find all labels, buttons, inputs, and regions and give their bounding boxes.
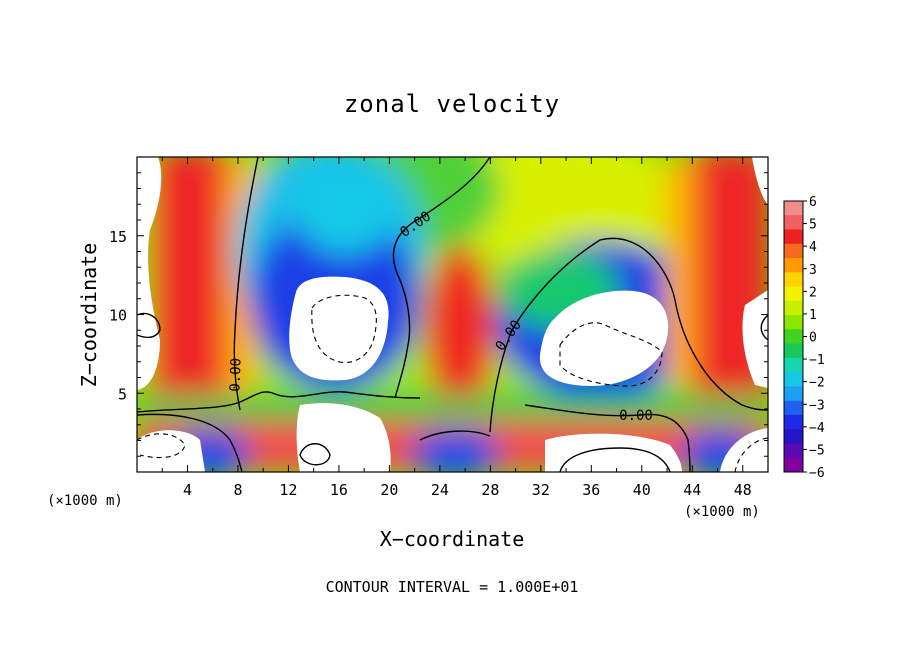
y-tick-label: 10: [109, 307, 127, 325]
colorbar-swatch: [784, 201, 803, 216]
colorbar-tick-label: 0: [809, 331, 817, 346]
colorbar-tick-label: 4: [809, 240, 817, 255]
contour-left-small: [137, 312, 161, 339]
contour-label-left: 0.00: [227, 358, 244, 392]
x-tick-label: 12: [279, 481, 297, 499]
contour-interval-text: CONTOUR INTERVAL = 1.000E+01: [326, 578, 579, 596]
y-tick-label: 15: [109, 228, 127, 246]
dashed-contour-left-core: [311, 294, 377, 364]
colorbar-swatch: [784, 386, 803, 402]
colorbar-swatch: [784, 414, 803, 430]
saturated-regions: [137, 157, 768, 472]
y-axis: 5 10 15: [109, 172, 768, 457]
colorbar-swatch: [784, 372, 803, 387]
colorbar-tick-label: −6: [809, 466, 825, 481]
x-tick-label: 24: [431, 481, 449, 499]
x-tick-label: 20: [380, 481, 398, 499]
colorbar-swatch: [784, 329, 803, 345]
x-tick-label: 36: [582, 481, 600, 499]
zero-contour-right-lower: [524, 404, 691, 472]
x-tick-label: 16: [330, 481, 348, 499]
x-tick-label: 44: [683, 481, 701, 499]
x-axis-label: X−coordinate: [380, 527, 525, 551]
colorbar-swatch: [784, 272, 803, 288]
colorbar-swatch: [784, 315, 803, 330]
colorbar-swatch: [784, 229, 803, 245]
colorbar-swatch: [784, 215, 803, 231]
zero-contour-bottom-center: [419, 430, 491, 441]
contour-bottom-ring: [559, 447, 671, 472]
colorbar-swatch: [784, 258, 803, 273]
x-tick-label: 40: [633, 481, 651, 499]
colorbar-swatch: [784, 243, 803, 259]
colorbar-swatch: [784, 443, 803, 459]
zero-contour-bottom-left: [137, 413, 243, 472]
x-tick-label: 48: [734, 481, 752, 499]
contour-label-lower: 0.00: [619, 408, 653, 424]
x-tick-label: 8: [233, 481, 242, 499]
colorbar-tick-label: 1: [809, 308, 817, 323]
dashed-contour-bottom-left: [137, 433, 186, 459]
colorbar-tick-label: 2: [809, 285, 817, 300]
contour-lines: [137, 157, 768, 472]
colorbar-tick-label: 5: [809, 218, 817, 233]
dashed-contours: [137, 294, 768, 472]
chart-title: zonal velocity: [344, 90, 560, 118]
zero-contour-right: [489, 237, 768, 433]
colorbar-swatch: [784, 300, 803, 316]
contour-bottom-small: [299, 443, 331, 466]
contour-right-small: [760, 314, 768, 341]
colorbar-tick-label: −3: [809, 398, 825, 413]
colorbar-tick-label: −2: [809, 376, 825, 391]
colorbar-swatch: [784, 429, 803, 444]
zero-contour-left: [233, 157, 259, 411]
z-unit-label: (×1000 m): [47, 493, 123, 509]
plot-area: 0.00 0.00 0.00 0.00: [137, 157, 768, 472]
zero-contour-lower-boundary: [137, 391, 421, 413]
zero-contour-upper: [392, 157, 491, 399]
velocity-field: [137, 157, 768, 472]
colorbar-swatch: [784, 343, 803, 359]
y-axis-label: Z−coordinate: [77, 243, 101, 388]
colorbar: 6 5 4 3 2 1 0 −1 −2 −3 −4 −5 −6: [783, 195, 825, 481]
colorbar-swatch: [784, 400, 803, 416]
colorbar-tick-label: −1: [809, 353, 825, 368]
colorbar-tick-label: 3: [809, 263, 817, 278]
colorbar-swatch: [784, 286, 803, 302]
x-axis: 4 8 12 16 20 24 28 32 36 40 44 48: [161, 157, 752, 499]
x-tick-label: 32: [532, 481, 550, 499]
colorbar-tick-label: −4: [809, 421, 825, 436]
colorbar-swatch: [784, 457, 803, 473]
colorbar-tick-label: −5: [809, 443, 825, 458]
dashed-contour-bottom-right: [734, 437, 768, 472]
colorbar-tick-label: 6: [809, 195, 817, 210]
y-tick-label: 5: [118, 385, 127, 403]
x-unit-label: (×1000 m): [684, 504, 760, 520]
x-tick-label: 4: [183, 481, 192, 499]
x-tick-label: 28: [481, 481, 499, 499]
colorbar-swatch: [784, 357, 803, 373]
